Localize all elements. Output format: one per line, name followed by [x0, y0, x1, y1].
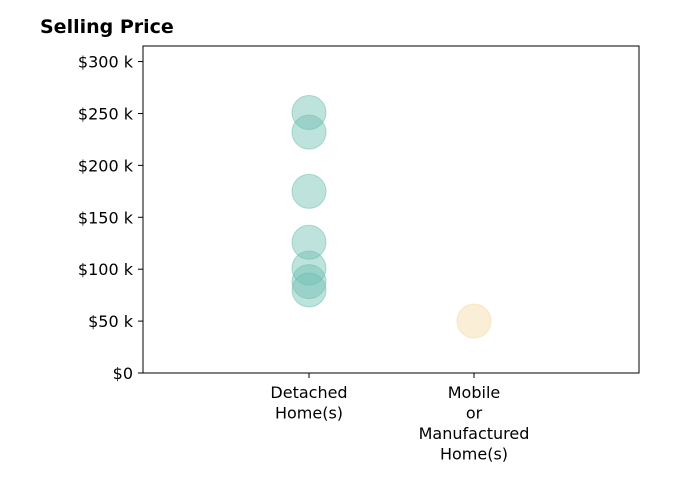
y-tick-label: $150 k: [78, 208, 134, 227]
y-tick-label: $200 k: [78, 156, 134, 175]
chart-title: Selling Price: [40, 16, 174, 38]
x-tick-label-line: Home(s): [275, 404, 343, 423]
y-tick-label: $50 k: [88, 312, 134, 331]
data-point: [291, 224, 327, 260]
x-tick-label-line: Mobile: [448, 383, 500, 402]
y-tick-label: $0: [113, 364, 133, 383]
x-tick-label: Detached Home(s): [270, 383, 347, 423]
x-tick-label-line: Manufactured: [419, 424, 530, 443]
y-tick-label: $300 k: [78, 53, 134, 72]
x-tick-label: Mobile or Manufactured Home(s): [419, 383, 530, 464]
y-tick-label: $250 k: [78, 104, 134, 123]
points-layer: [291, 94, 492, 339]
axes-layer: $0 $50 k $100 k $150 k $200 k $250 k $300 k Det…: [78, 45, 640, 464]
data-point: [291, 173, 327, 209]
y-tick-label: $100 k: [78, 260, 134, 279]
plot-frame: [142, 45, 640, 374]
data-point: [291, 272, 327, 308]
x-tick-label-line: Detached: [270, 383, 347, 402]
data-point: [291, 250, 327, 286]
data-point: [291, 94, 327, 130]
data-point: [456, 303, 492, 339]
data-point: [291, 264, 327, 300]
x-tick-label-line: Home(s): [440, 445, 508, 464]
data-point: [291, 114, 327, 150]
x-tick-label-line: or: [466, 404, 483, 423]
